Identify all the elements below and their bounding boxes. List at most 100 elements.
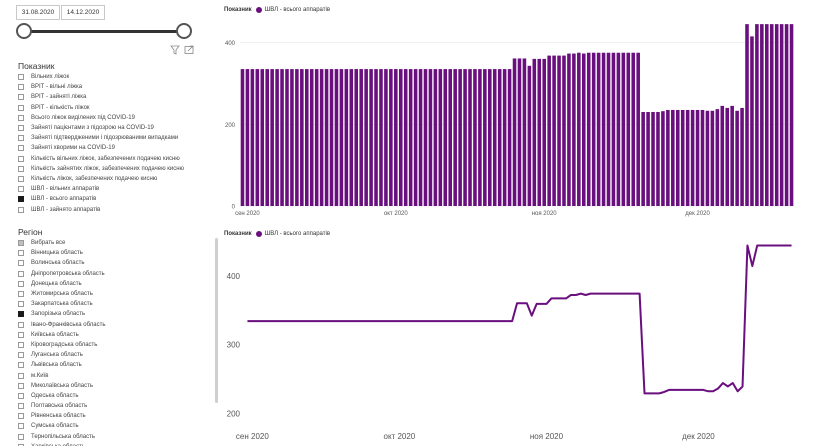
bar [384, 69, 388, 206]
indicator-checkbox[interactable] [18, 114, 24, 121]
indicator-item[interactable]: Зайняті хворими на COVID-19 [18, 143, 184, 153]
region-checkbox[interactable] [18, 392, 24, 399]
bar [319, 69, 324, 206]
indicator-item-label: ВРІТ - кількість ліжок [31, 104, 90, 111]
focus-mode-icon[interactable] [184, 45, 194, 54]
bar [389, 69, 393, 206]
region-item[interactable]: Вінницька область [18, 248, 106, 258]
region-item[interactable]: Одеська область [18, 391, 106, 401]
bar [463, 69, 467, 206]
date-range-slider[interactable] [16, 21, 192, 43]
indicator-checkbox[interactable] [18, 206, 24, 213]
date-from-input[interactable]: 31.08.2020 [16, 5, 60, 20]
indicator-checkbox[interactable] [18, 196, 24, 203]
bar [685, 109, 690, 206]
region-checkbox[interactable] [18, 240, 24, 247]
region-checkbox[interactable] [18, 382, 24, 389]
region-item[interactable]: Львівська область [18, 360, 106, 370]
region-item-label: Одеська область [31, 392, 79, 399]
indicator-checkbox[interactable] [18, 94, 24, 101]
filter-icon[interactable] [170, 45, 180, 55]
region-checkbox[interactable] [18, 321, 24, 328]
region-item[interactable]: Запорізька область [18, 309, 106, 319]
region-item[interactable]: Дніпропетровська область [18, 269, 106, 279]
indicator-item[interactable]: Зайняті підтвердженими і підозрюваними в… [18, 133, 184, 143]
y-tick-label: 200 [227, 410, 241, 419]
region-checkbox[interactable] [18, 270, 24, 277]
indicator-checkbox[interactable] [18, 175, 24, 182]
indicator-item[interactable]: ШВЛ - всього аппаратів [18, 194, 184, 204]
date-to-input[interactable]: 14.12.2020 [61, 5, 105, 20]
indicator-checkbox[interactable] [18, 165, 24, 172]
indicator-item[interactable]: Кількість ліжок, забезпечених подачею ки… [18, 174, 184, 184]
indicator-item[interactable]: Кількість зайнятих ліжок, забезпечених п… [18, 164, 184, 174]
region-scrollbar[interactable] [215, 238, 218, 403]
region-checkbox[interactable] [18, 433, 24, 440]
region-checkbox[interactable] [18, 443, 24, 446]
region-checkbox[interactable] [18, 423, 24, 430]
region-item[interactable]: Волинська область [18, 258, 106, 268]
indicator-checkbox[interactable] [18, 145, 24, 152]
region-item[interactable]: м.Київ [18, 370, 106, 380]
bar [710, 110, 715, 206]
indicator-checkbox[interactable] [18, 125, 24, 132]
indicator-checkbox[interactable] [18, 155, 24, 162]
region-item[interactable]: Вибрать все [18, 238, 106, 248]
indicator-checkbox[interactable] [18, 74, 24, 81]
indicator-item[interactable]: ШВЛ - зайнято аппаратів [18, 204, 184, 214]
bar [478, 69, 482, 206]
region-checkbox[interactable] [18, 260, 24, 267]
indicator-item[interactable]: Кількість вільних ліжок, забезпечених по… [18, 154, 184, 164]
region-checkbox[interactable] [18, 311, 24, 318]
indicator-checkbox[interactable] [18, 104, 24, 111]
region-item[interactable]: Київська область [18, 330, 106, 340]
region-checkbox[interactable] [18, 280, 24, 287]
bar [250, 69, 255, 206]
series-line [247, 244, 792, 395]
region-item[interactable]: Миколаївська область [18, 381, 106, 391]
bar [349, 69, 354, 206]
indicator-checkbox[interactable] [18, 135, 24, 142]
region-item[interactable]: Івано-Франківська область [18, 320, 106, 330]
region-item[interactable]: Тернопільська область [18, 432, 106, 442]
region-checkbox[interactable] [18, 372, 24, 379]
indicator-item[interactable]: Зайняті пацієнтами з підозрою на COVID-1… [18, 123, 184, 133]
x-tick-label: дек 2020 [682, 432, 715, 441]
region-item[interactable]: Луганська область [18, 350, 106, 360]
indicator-item[interactable]: Всього ліжок виділених під COVID-19 [18, 113, 184, 123]
bar [774, 24, 779, 207]
indicator-item[interactable]: ШВЛ - вільних аппаратів [18, 184, 184, 194]
slider-handle-start[interactable] [16, 23, 32, 39]
indicator-item[interactable]: ВРІТ - вільні ліжка [18, 82, 184, 92]
indicator-item[interactable]: Вільних ліжок [18, 72, 184, 82]
slider-handle-end[interactable] [176, 23, 192, 39]
region-item[interactable]: Закарпатська область [18, 299, 106, 309]
region-item[interactable]: Полтавська область [18, 401, 106, 411]
bar [631, 52, 636, 206]
region-checkbox[interactable] [18, 362, 24, 369]
region-item[interactable]: Харківська область [18, 442, 106, 446]
bar [473, 69, 477, 206]
region-checkbox[interactable] [18, 250, 24, 257]
region-item[interactable]: Сумська область [18, 421, 106, 431]
region-checkbox[interactable] [18, 413, 24, 420]
indicator-item[interactable]: ВРІТ - кількість ліжок [18, 103, 184, 113]
bar [557, 55, 561, 206]
indicator-checkbox[interactable] [18, 84, 24, 91]
indicator-checkbox[interactable] [18, 186, 24, 193]
region-checkbox[interactable] [18, 403, 24, 410]
region-item-label: Київська область [31, 331, 79, 338]
region-checkbox[interactable] [18, 301, 24, 308]
bar [581, 53, 586, 207]
region-checkbox[interactable] [18, 331, 24, 338]
region-item[interactable]: Донецька область [18, 279, 106, 289]
region-item[interactable]: Кіровоградська область [18, 340, 106, 350]
indicator-item[interactable]: ВРІТ - зайняті ліжка [18, 92, 184, 102]
region-checkbox[interactable] [18, 341, 24, 348]
region-item[interactable]: Рівненська область [18, 411, 106, 421]
region-checkbox[interactable] [18, 291, 24, 298]
bar [705, 110, 710, 206]
region-item[interactable]: Житомирська область [18, 289, 106, 299]
region-checkbox[interactable] [18, 352, 24, 359]
bar [779, 24, 784, 207]
